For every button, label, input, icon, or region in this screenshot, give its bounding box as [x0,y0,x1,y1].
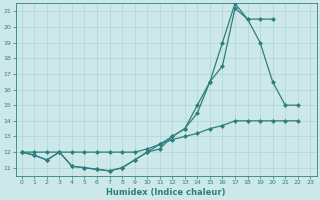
X-axis label: Humidex (Indice chaleur): Humidex (Indice chaleur) [106,188,226,197]
